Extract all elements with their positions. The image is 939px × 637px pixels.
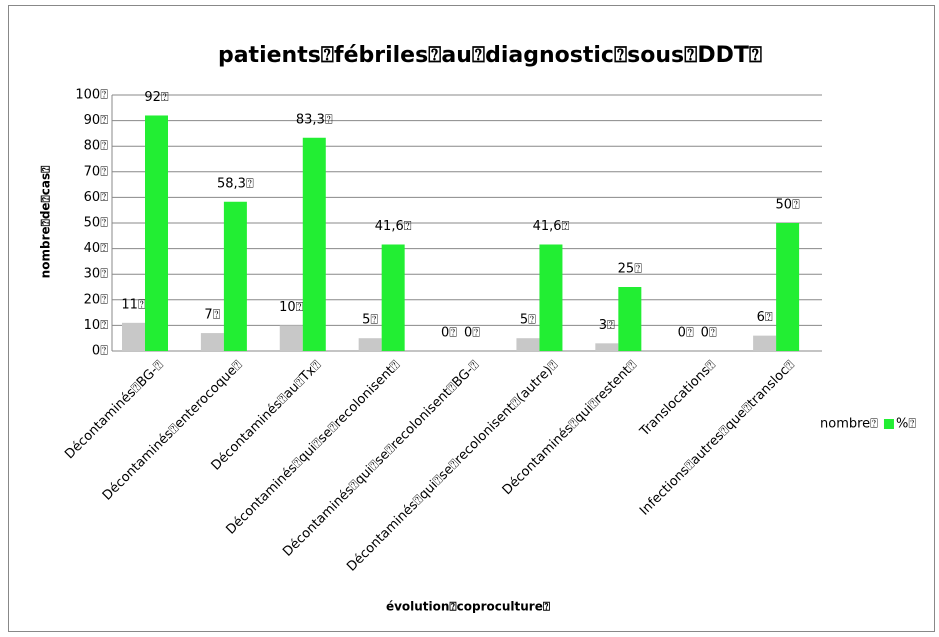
data-label: 0⍰ <box>678 326 694 341</box>
data-label: 0⍰ <box>441 326 457 341</box>
data-label: 5⍰ <box>520 313 536 328</box>
x-axis-title: évolution⍰coproculture⍰ <box>386 600 550 614</box>
data-label: 0⍰ <box>701 326 717 341</box>
data-label: 3⍰ <box>599 318 615 333</box>
chart-title: patients⍰fébriles⍰au⍰diagnostic⍰sous⍰DDT… <box>218 43 762 68</box>
bar <box>200 333 224 351</box>
data-label: 58,3⍰ <box>217 176 254 191</box>
data-label: 0⍰ <box>464 326 480 341</box>
data-label: 92⍰ <box>144 90 169 105</box>
bar <box>595 343 619 351</box>
y-tick-label: 40⍰ <box>84 241 109 256</box>
data-label: 7⍰ <box>204 308 220 323</box>
y-tick-label: 30⍰ <box>84 267 109 282</box>
data-label: 25⍰ <box>618 262 643 277</box>
bar <box>145 115 168 351</box>
bar <box>753 335 777 351</box>
bar <box>223 201 247 351</box>
y-tick-label: 100⍰ <box>75 88 108 103</box>
bar <box>776 223 800 351</box>
bar <box>358 338 382 351</box>
bar <box>381 244 405 351</box>
legend-label: nombre⍰ <box>820 417 878 432</box>
data-label: 10⍰ <box>279 300 304 315</box>
data-label: 5⍰ <box>362 313 378 328</box>
bar <box>302 137 326 351</box>
y-tick-label: 90⍰ <box>84 113 109 128</box>
data-label: 41,6⍰ <box>533 219 570 234</box>
y-tick-label: 80⍰ <box>84 139 109 154</box>
bar <box>122 322 145 351</box>
bar <box>539 244 563 351</box>
bar <box>516 338 540 351</box>
y-tick-label: 20⍰ <box>84 292 109 307</box>
y-tick-label: 60⍰ <box>84 190 109 205</box>
bar <box>618 287 642 351</box>
y-tick-label: 50⍰ <box>84 216 109 231</box>
y-tick-label: 10⍰ <box>84 318 109 333</box>
data-label: 83,3⍰ <box>296 112 333 127</box>
y-tick-label: 70⍰ <box>84 164 109 179</box>
y-tick-label: 0⍰ <box>92 344 108 359</box>
data-label: 50⍰ <box>775 198 800 213</box>
legend-label: %⍰ <box>896 417 916 432</box>
data-label: 11⍰ <box>121 297 146 312</box>
data-label: 6⍰ <box>757 310 773 325</box>
legend-swatch <box>883 419 894 429</box>
y-axis-title: nombre⍰de⍰cas⍰ <box>39 166 53 279</box>
bar <box>279 325 303 351</box>
data-label: 41,6⍰ <box>375 219 412 234</box>
